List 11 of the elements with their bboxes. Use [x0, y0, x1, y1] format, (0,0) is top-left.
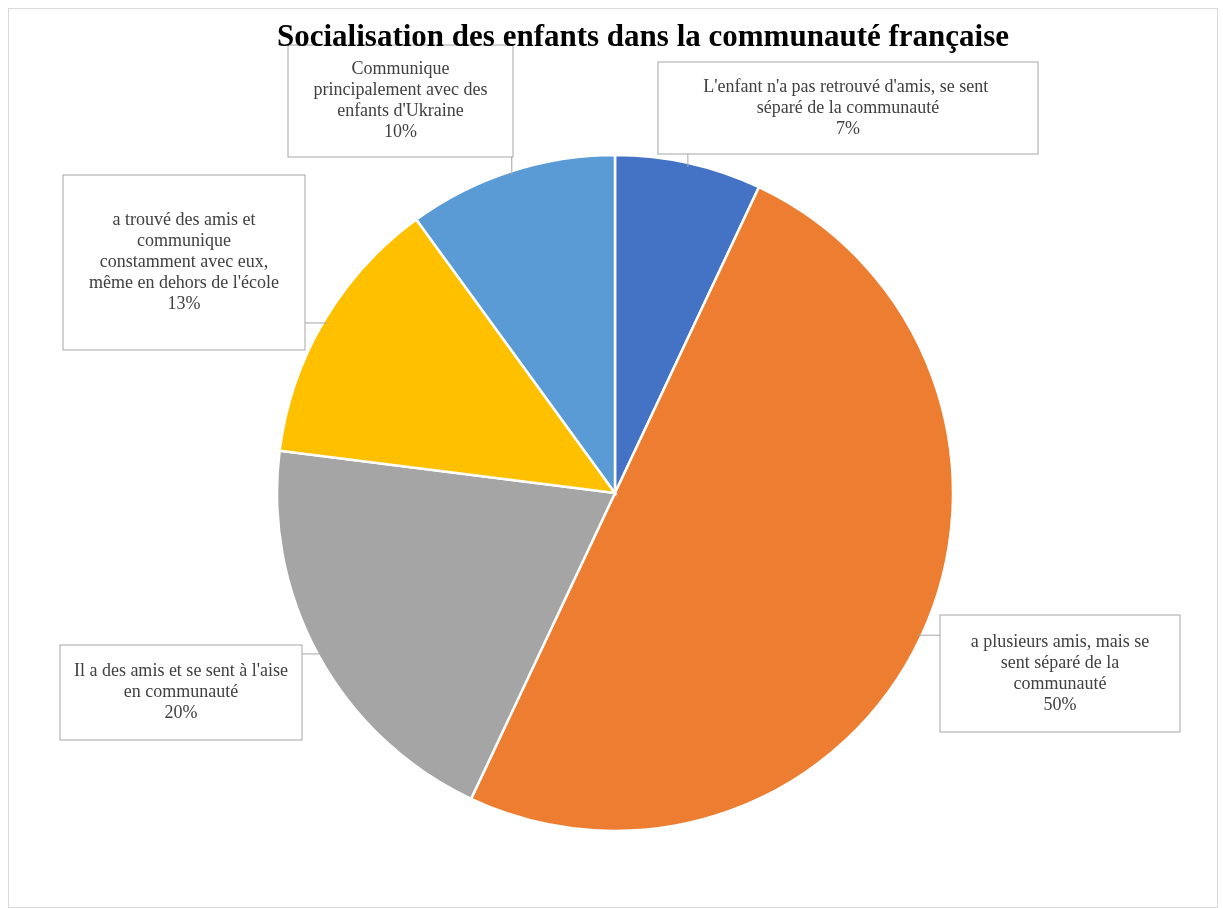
data-label: 20%: [164, 702, 198, 722]
slice-label: a plusieurs amis, mais se sent séparé de la communauté: [970, 630, 1150, 693]
data-label: 50%: [1043, 693, 1077, 714]
slice-label: a trouvé des amis et communique constamment avec eux, même en dehors de l'école: [88, 209, 280, 292]
data-label: 10%: [384, 121, 417, 141]
slice-label: L'enfant n'a pas retrouvé d'amis, se sent séparé de la communauté: [703, 75, 993, 117]
chart-title: Socialisation des enfants dans la communauté française: [277, 18, 1009, 53]
slice-label: Il a des amis et se sent à l'aise en communauté: [73, 660, 289, 701]
slice-label: Communique principalement avec des enfants d'Ukraine: [313, 58, 488, 120]
data-label: 7%: [836, 117, 860, 138]
data-label: 13%: [167, 293, 201, 313]
